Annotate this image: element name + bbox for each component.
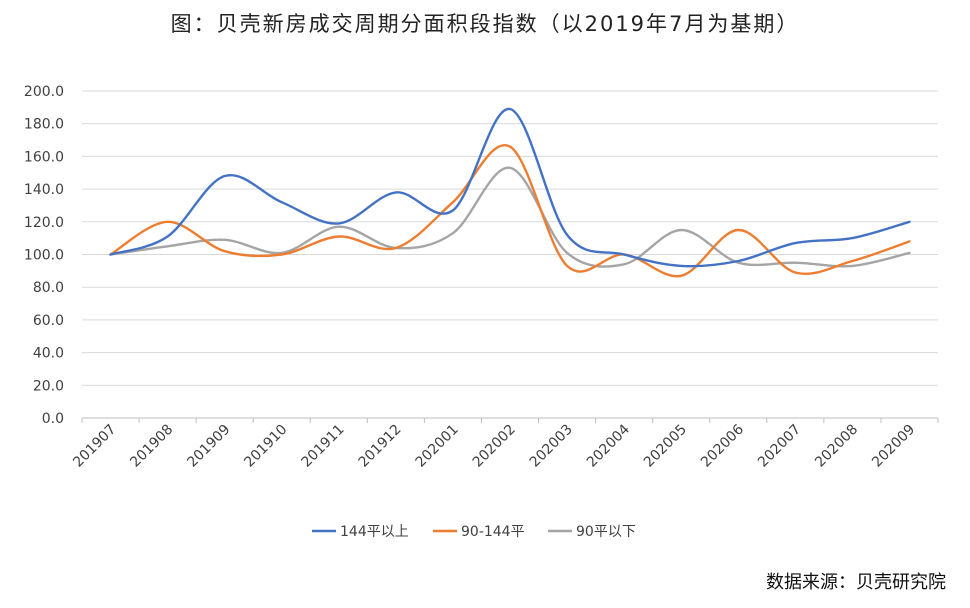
series-line-3 <box>109 166 911 268</box>
y-tick-label: 20.0 <box>33 378 64 394</box>
x-tick-label: 202009 <box>869 422 918 471</box>
x-tick-label: 201907 <box>70 422 119 471</box>
y-tick-label: 120.0 <box>24 215 64 231</box>
legend-label: 144平以上 <box>340 524 409 540</box>
y-tick-label: 80.0 <box>33 280 64 296</box>
y-tick-label: 100.0 <box>24 248 64 264</box>
gridlines <box>82 90 938 419</box>
x-tick-label: 202005 <box>641 422 690 471</box>
x-tick-label: 201908 <box>127 422 176 471</box>
x-tick-label: 202003 <box>527 422 576 471</box>
x-tick-label: 201910 <box>241 422 290 471</box>
y-tick-label: 180.0 <box>24 117 64 133</box>
y-tick-label: 40.0 <box>33 346 64 362</box>
y-tick-label: 160.0 <box>24 149 64 165</box>
series-line-1 <box>109 107 911 268</box>
y-axis: 0.0 20.0 40.0 60.0 80.0 100.0 120.0 140.0 160.0 1… <box>24 84 64 427</box>
x-tick-label: 201909 <box>184 422 233 471</box>
x-tick-label: 202007 <box>755 422 804 471</box>
series-lines <box>109 107 911 278</box>
x-tick-label: 202004 <box>584 421 633 470</box>
y-tick-label: 0.0 <box>42 411 64 427</box>
x-tick-label: 201912 <box>356 422 405 471</box>
y-tick-label: 200.0 <box>24 84 64 100</box>
x-tick-label: 201911 <box>299 422 348 471</box>
x-axis: 201907 201908 201909 201910 201911 201912 2020… <box>70 418 939 471</box>
x-tick-label: 202006 <box>698 421 747 470</box>
legend: 144平以上 90-144平 90平以下 <box>312 524 636 540</box>
chart-title: 图：贝壳新房成交周期分面积段指数（以2019年7月为基期） <box>170 12 800 36</box>
y-tick-label: 60.0 <box>33 313 64 329</box>
legend-label: 90平以下 <box>576 524 636 540</box>
series-line-2 <box>109 143 911 278</box>
y-tick-label: 140.0 <box>24 182 64 198</box>
source-note: 数据来源：贝壳研究院 <box>766 572 946 593</box>
x-tick-label: 202001 <box>413 422 462 471</box>
x-tick-label: 202002 <box>470 422 519 471</box>
legend-label: 90-144平 <box>461 524 525 540</box>
x-tick-label: 202008 <box>812 422 861 471</box>
